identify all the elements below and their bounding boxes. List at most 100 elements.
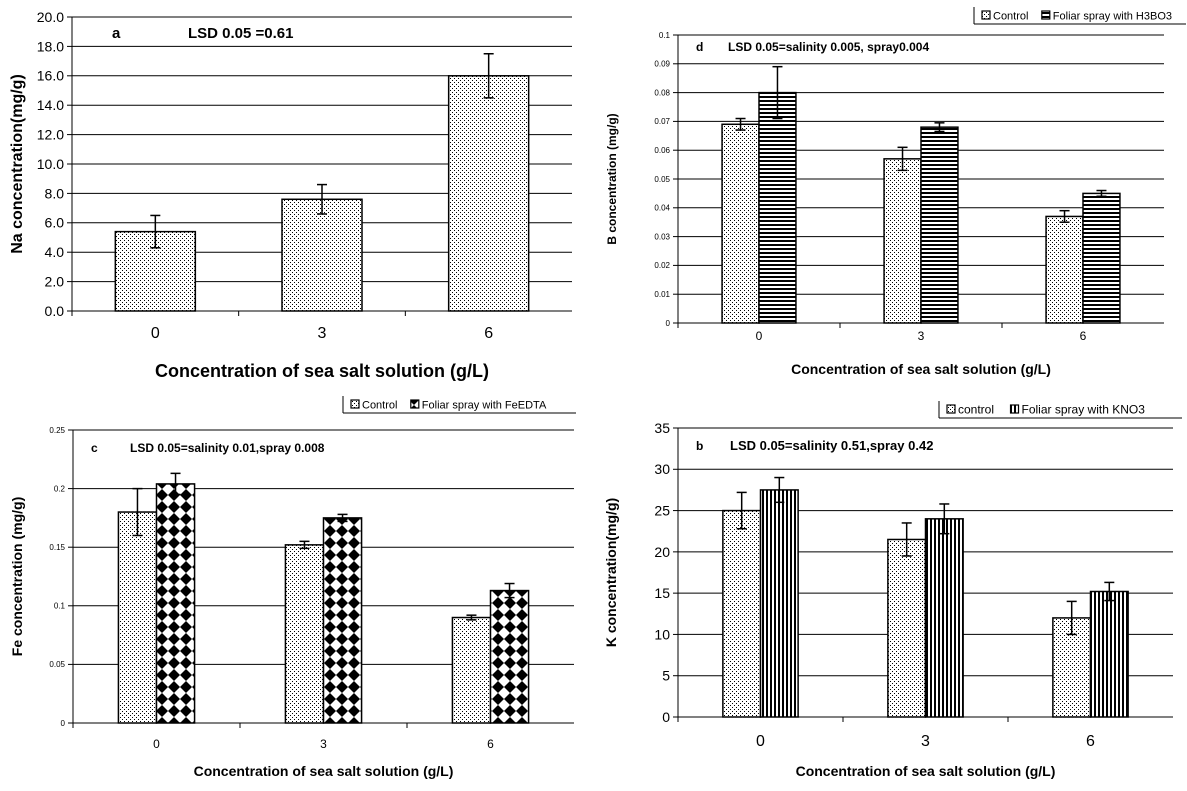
- y-tick-label: 5: [662, 668, 670, 684]
- bar: [924, 518, 964, 718]
- y-tick-label: 0.08: [654, 88, 670, 97]
- bar: [155, 483, 196, 724]
- x-tick-label: 0: [151, 325, 160, 342]
- y-tick-label: 2.0: [45, 274, 65, 290]
- y-tick-label: 30: [654, 461, 670, 477]
- y-tick-label: 20.0: [37, 9, 64, 25]
- bar: [489, 589, 530, 724]
- y-tick-label: 8.0: [45, 185, 65, 201]
- lsd-annotation: LSD 0.05=salinity 0.005, spray0.004: [728, 40, 929, 54]
- y-tick-label: 0.0: [45, 303, 65, 319]
- y-tick-label: 0.25: [49, 426, 65, 435]
- legend-swatch: [981, 10, 991, 20]
- bar: [284, 544, 325, 724]
- y-tick-label: 0.2: [54, 484, 66, 493]
- y-tick-label: 10: [654, 626, 670, 642]
- y-tick-label: 35: [654, 420, 670, 436]
- y-tick-label: 15: [654, 585, 670, 601]
- x-tick-label: 6: [1080, 329, 1087, 343]
- y-tick-label: 0.1: [659, 31, 671, 40]
- x-tick-label: 3: [921, 733, 930, 750]
- y-axis-label: K concentration(mg/g): [603, 498, 619, 647]
- y-tick-label: 0: [662, 709, 670, 725]
- x-tick-label: 0: [756, 329, 763, 343]
- x-tick-label: 6: [484, 325, 493, 342]
- y-tick-label: 0: [666, 319, 671, 328]
- y-tick-label: 0.01: [654, 290, 670, 299]
- y-axis-label: Fe concentration (mg/g): [9, 497, 25, 656]
- y-axis-label: Na concentration(mg/g): [9, 74, 26, 254]
- chart-svg-a: 0.0 2.0 4.0 6.0 8.0 10.0 12.0 14.0 16.0 18.0 20.0 0…: [9, 9, 572, 381]
- y-tick-label: 0.09: [654, 60, 670, 69]
- x-tick-label: 3: [318, 325, 327, 342]
- x-tick-label: 3: [320, 737, 327, 751]
- chart-panel-c: 0 0.05 0.1 0.15 0.2 0.25 0 3 6 c LSD 0.05=salinity…: [0, 393, 590, 786]
- bar: [1082, 192, 1121, 324]
- chart-panel-a: 0.0 2.0 4.0 6.0 8.0 10.0 12.0 14.0 16.0 18.0 20.0 0…: [0, 0, 590, 393]
- y-tick-label: 6.0: [45, 215, 65, 231]
- legend-swatch: [1041, 10, 1051, 20]
- legend-swatch: [946, 404, 956, 414]
- y-tick-label: 0.03: [654, 232, 670, 241]
- bar: [920, 126, 959, 324]
- y-tick-label: 14.0: [37, 97, 64, 113]
- y-tick-label: 0.02: [654, 261, 670, 270]
- bar: [722, 509, 762, 718]
- legend-swatch: [410, 399, 420, 409]
- bar: [759, 489, 799, 718]
- legend-swatch: [1009, 404, 1020, 414]
- y-tick-label: 0.05: [654, 175, 670, 184]
- legend-entry: Foliar spray with FeEDTA: [422, 400, 547, 412]
- x-axis-label: Concentration of sea salt solution (g/L): [194, 763, 454, 779]
- bar: [322, 517, 363, 724]
- y-tick-label: 0: [61, 719, 66, 728]
- chart-svg-b: 0 5 10 15 20 25 30 35 0 3 6 b LSD 0.05=salinity 0.51…: [603, 401, 1182, 779]
- y-axis-label: B concentration (mg/g): [605, 113, 619, 244]
- y-tick-label: 10.0: [37, 156, 64, 172]
- y-tick-label: 20: [654, 544, 670, 560]
- y-tick-label: 0.04: [654, 204, 670, 213]
- x-tick-label: 0: [153, 737, 160, 751]
- x-axis-label: Concentration of sea salt solution (g/L): [791, 361, 1051, 377]
- y-tick-label: 18.0: [37, 38, 64, 54]
- y-tick-label: 0.06: [654, 146, 670, 155]
- legend-entry: Foliar spray with H3BO3: [1053, 11, 1172, 23]
- legend-entry: control: [958, 403, 994, 417]
- panel-letter: c: [91, 441, 98, 455]
- y-tick-label: 0.1: [54, 602, 66, 611]
- panel-letter: d: [696, 40, 703, 54]
- x-tick-label: 6: [487, 737, 494, 751]
- y-tick-label: 4.0: [45, 244, 65, 260]
- lsd-annotation: LSD 0.05=salinity 0.01,spray 0.008: [130, 441, 325, 455]
- x-axis-label: Concentration of sea salt solution (g/L): [155, 361, 489, 381]
- lsd-annotation: LSD 0.05 =0.61: [188, 25, 293, 42]
- chart-svg-d: 0 0.01 0.02 0.03 0.04 0.05 0.06 0.07 0.08 0.09 0.1…: [605, 7, 1186, 377]
- y-tick-label: 12.0: [37, 127, 64, 143]
- bar: [887, 538, 927, 718]
- panel-letter: b: [696, 439, 703, 453]
- y-tick-label: 0.15: [49, 543, 65, 552]
- y-tick-label: 25: [654, 502, 670, 518]
- bar: [281, 198, 363, 312]
- legend-entry: Control: [362, 400, 397, 412]
- legend-swatch: [350, 399, 360, 409]
- chart-panel-d: 0 0.01 0.02 0.03 0.04 0.05 0.06 0.07 0.08 0.09 0.1…: [598, 0, 1187, 393]
- bar: [883, 158, 922, 324]
- x-tick-label: 6: [1086, 733, 1095, 750]
- bar: [1045, 215, 1084, 324]
- x-tick-label: 0: [756, 733, 765, 750]
- x-axis-label: Concentration of sea salt solution (g/L): [796, 763, 1056, 779]
- bar: [758, 91, 797, 324]
- bar: [447, 75, 530, 312]
- lsd-annotation: LSD 0.05=salinity 0.51,spray 0.42: [730, 438, 933, 453]
- chart-panel-b: 0 5 10 15 20 25 30 35 0 3 6 b LSD 0.05=salinity 0.51…: [598, 393, 1187, 786]
- y-tick-label: 0.05: [49, 660, 65, 669]
- y-tick-label: 16.0: [37, 68, 64, 84]
- x-tick-label: 3: [918, 329, 925, 343]
- bar: [117, 511, 158, 724]
- panel-letter: a: [112, 25, 121, 42]
- legend-entry: Foliar spray with KNO3: [1022, 403, 1146, 417]
- bar: [451, 616, 492, 724]
- y-tick-label: 0.07: [654, 117, 670, 126]
- bar: [721, 123, 760, 324]
